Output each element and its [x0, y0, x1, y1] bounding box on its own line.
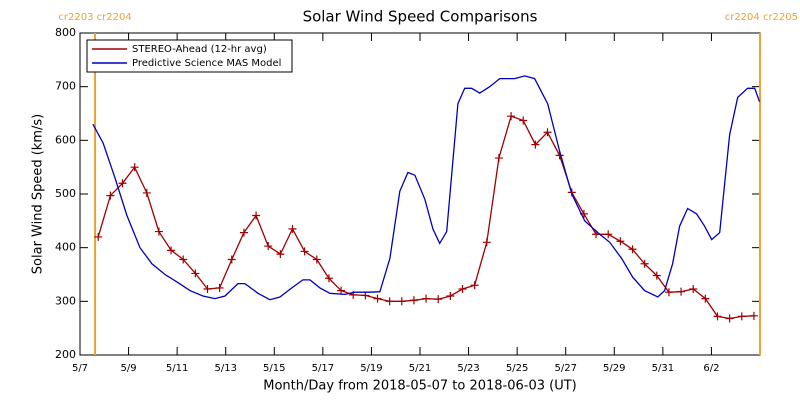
point-marker [458, 284, 467, 293]
point-marker [470, 281, 479, 290]
point-marker [713, 312, 722, 321]
point-marker [725, 314, 734, 323]
point-marker [337, 286, 346, 295]
point-marker [106, 191, 115, 200]
boundary-label: cr2203 cr2204 [58, 12, 131, 23]
x-axis-label: Month/Day from 2018-05-07 to 2018-06-03 … [263, 379, 576, 394]
point-marker [385, 297, 394, 306]
point-marker [494, 154, 503, 163]
point-marker [519, 116, 528, 125]
series-line [92, 75, 761, 301]
x-tick-label: 5/29 [603, 363, 625, 374]
boundary-label: cr2204 cr2205 [725, 12, 798, 23]
x-tick-label: 5/21 [409, 363, 431, 374]
point-marker [422, 294, 431, 303]
point-marker [203, 284, 212, 293]
legend-box [86, 39, 293, 73]
point-marker [543, 128, 552, 137]
point-marker [446, 291, 455, 300]
x-tick-label: 5/25 [506, 363, 528, 374]
x-tick-label: 5/19 [360, 363, 382, 374]
y-tick-label: 200 [55, 348, 76, 361]
point-marker [130, 163, 139, 172]
y-tick-label: 600 [55, 133, 76, 146]
y-axis-label: Solar Wind Speed (km/s) [31, 114, 46, 274]
point-marker [640, 259, 649, 268]
x-tick-label: 5/15 [263, 363, 285, 374]
point-marker [252, 211, 261, 220]
point-marker [373, 294, 382, 303]
point-marker [167, 246, 176, 255]
y-tick-label: 500 [55, 187, 76, 200]
point-marker [434, 295, 443, 304]
point-marker [118, 179, 127, 188]
point-marker [677, 287, 686, 296]
point-marker [397, 297, 406, 306]
point-marker [701, 294, 710, 303]
point-marker [737, 312, 746, 321]
point-marker [664, 288, 673, 297]
point-marker [264, 242, 273, 251]
x-tick-label: 5/7 [72, 363, 88, 374]
x-tick-label: 5/27 [554, 363, 576, 374]
point-marker [288, 224, 297, 233]
point-marker [142, 188, 151, 197]
point-marker [482, 238, 491, 247]
y-tick-label: 300 [55, 294, 76, 307]
point-marker [215, 283, 224, 292]
chart-title: Solar Wind Speed Comparisons [303, 8, 538, 26]
point-marker [604, 230, 613, 239]
point-marker [191, 269, 200, 278]
x-tick-label: 6/2 [703, 363, 719, 374]
point-marker [749, 311, 758, 320]
point-marker [227, 255, 236, 264]
point-marker [312, 255, 321, 264]
point-marker [179, 255, 188, 264]
y-tick-label: 700 [55, 80, 76, 93]
y-tick-label: 800 [55, 26, 76, 39]
x-tick-label: 5/13 [214, 363, 236, 374]
y-tick-label: 400 [55, 241, 76, 254]
x-tick-label: 5/31 [652, 363, 674, 374]
legend-label: Predictive Science MAS Model [132, 58, 281, 69]
point-marker [507, 112, 516, 121]
point-marker [239, 228, 248, 237]
legend-label: STEREO-Ahead (12-hr avg) [132, 44, 267, 55]
point-marker [324, 274, 333, 283]
point-marker [628, 245, 637, 254]
point-marker [616, 237, 625, 246]
point-marker [276, 250, 285, 259]
point-marker [689, 284, 698, 293]
x-tick-label: 5/23 [457, 363, 479, 374]
point-marker [531, 140, 540, 149]
point-marker [154, 227, 163, 236]
x-tick-label: 5/17 [312, 363, 334, 374]
point-marker [409, 296, 418, 305]
point-marker [652, 271, 661, 280]
x-tick-label: 5/11 [166, 363, 188, 374]
point-marker [94, 232, 103, 241]
point-marker [300, 247, 309, 256]
x-tick-label: 5/9 [121, 363, 137, 374]
